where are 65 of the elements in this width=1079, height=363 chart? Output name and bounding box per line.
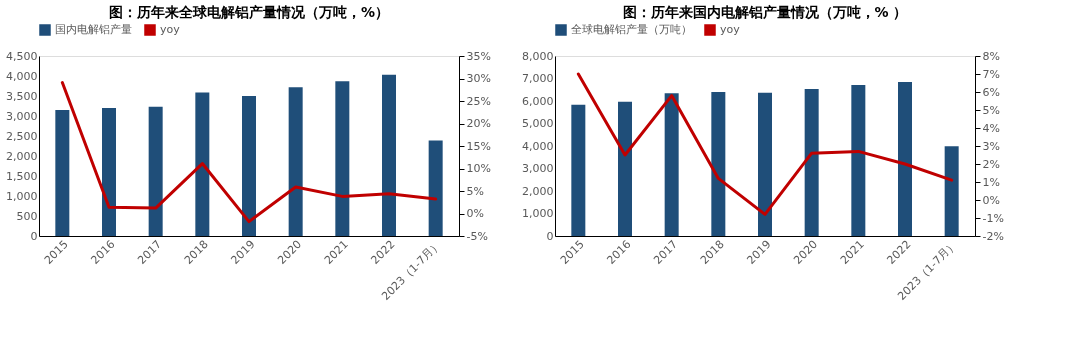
line-series — [60, 81, 438, 224]
y-tick-label: 4,000 — [522, 139, 554, 153]
line-series — [576, 72, 954, 216]
bar — [711, 92, 726, 236]
y2-tick-label: 3% — [982, 139, 1000, 153]
bar — [148, 106, 163, 236]
y-tick-label: 2,000 — [6, 149, 38, 163]
bar — [618, 101, 632, 236]
y2-tick-label: -2% — [982, 229, 1004, 243]
y2-tick-label: 5% — [982, 103, 1000, 117]
y2-tick-label: 35% — [466, 49, 491, 63]
y-tick-label: 1,000 — [6, 189, 38, 203]
y2-tick-label: -1% — [982, 211, 1004, 225]
bar — [428, 140, 443, 236]
y-tick-label: 4,000 — [6, 69, 38, 83]
y2-tick-label: -5% — [466, 229, 488, 243]
legend-label: yoy — [720, 23, 741, 36]
y-tick-label: 0 — [30, 229, 38, 243]
y2-tick-label: 0% — [982, 193, 1000, 207]
y-tick-label: 7,000 — [522, 72, 554, 85]
y-tick-label: 3,500 — [6, 89, 38, 103]
y-tick-label: 5,000 — [522, 117, 554, 130]
y2-tick-label: 0% — [466, 207, 484, 220]
y-tick-label: 1,000 — [522, 207, 554, 220]
bar — [664, 93, 679, 236]
y-tick-label: 3,000 — [522, 162, 554, 175]
legend-label: yoy — [160, 23, 181, 36]
chart-title: 图：历年来全球电解铝产量情况（万吨，%） — [108, 4, 390, 20]
y-tick-label: 2,500 — [6, 129, 38, 143]
bar — [335, 81, 350, 236]
y-tick-label: 1,500 — [6, 169, 38, 183]
y-tick-label: 2,000 — [522, 184, 554, 198]
y2-tick-label: 10% — [466, 162, 491, 175]
bar — [804, 89, 819, 236]
bar — [571, 104, 586, 236]
y2-tick-label: 2% — [982, 157, 1000, 171]
legend-label: 全球电解铝产量（万吨） — [571, 23, 692, 36]
chart-title: 图：历年来国内电解铝产量情况（万吨，% ） — [622, 4, 908, 20]
y2-tick-label: 15% — [466, 139, 491, 153]
y2-tick-label: 30% — [466, 72, 491, 85]
bar — [102, 108, 116, 236]
bar — [195, 92, 210, 236]
y2-tick-label: 1% — [982, 175, 1000, 189]
y-tick-label: 4,500 — [6, 49, 38, 63]
y2-tick-label: 8% — [982, 49, 1000, 63]
bar — [242, 96, 256, 236]
y2-tick-label: 20% — [466, 117, 491, 130]
legend-label: 国内电解铝产量 — [55, 23, 132, 36]
bar — [851, 85, 866, 236]
y2-tick-label: 6% — [982, 85, 1000, 99]
bar — [758, 92, 772, 236]
y-tick-label: 8,000 — [522, 49, 554, 63]
bar — [944, 146, 959, 236]
bar — [55, 110, 70, 236]
y2-tick-label: 5% — [466, 184, 484, 198]
y2-tick-label: 7% — [982, 67, 1000, 81]
y2-tick-label: 4% — [982, 121, 1000, 135]
y-tick-label: 0 — [546, 229, 554, 243]
bar — [382, 74, 396, 236]
y-tick-label: 6,000 — [522, 94, 554, 108]
y2-tick-label: 25% — [466, 94, 491, 108]
y-tick-label: 3,000 — [6, 109, 38, 123]
bar — [288, 87, 303, 236]
bar — [898, 82, 912, 236]
y-tick-label: 500 — [16, 209, 38, 223]
